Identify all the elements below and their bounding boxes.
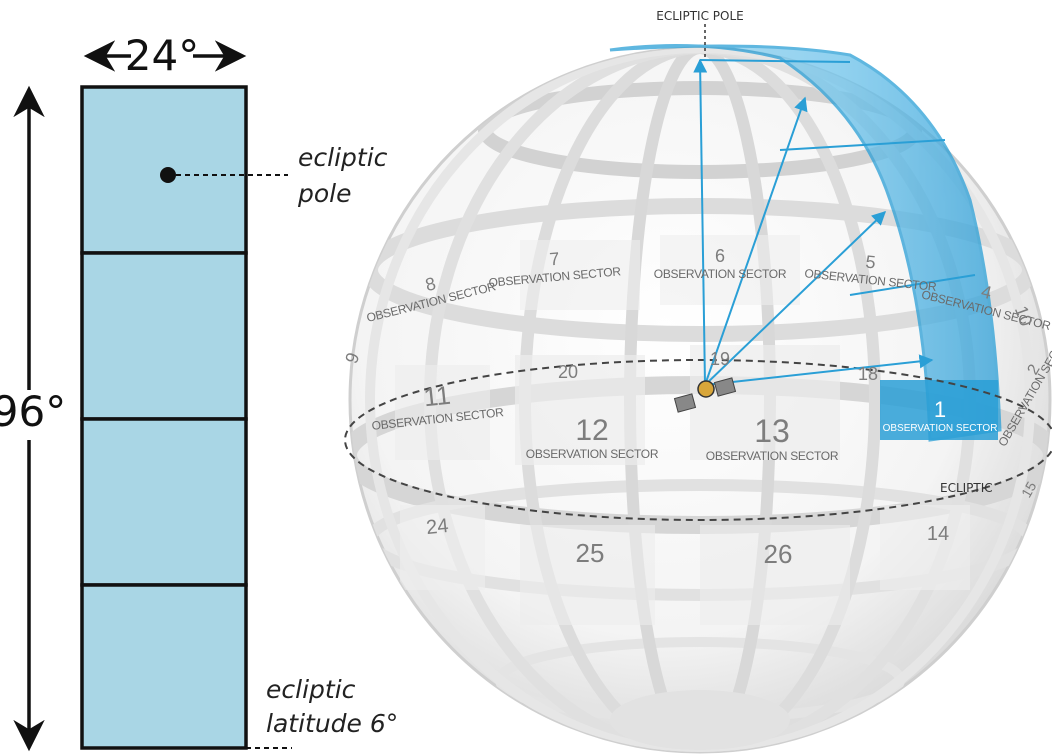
sector-number: 6 — [715, 246, 725, 266]
ecliptic-pole-dot — [160, 167, 176, 183]
sector-number: 1 — [934, 397, 946, 422]
sector-number-faint: 20 — [558, 362, 578, 382]
sector-number: 4 — [979, 281, 994, 303]
strip-divider — [699, 59, 851, 63]
sector-number: 14 — [927, 523, 949, 545]
latitude-note-line1: ecliptic — [266, 675, 356, 704]
sector-number: 12 — [575, 414, 608, 447]
sector-number-faint: 19 — [710, 349, 730, 369]
sector-number: 26 — [764, 539, 793, 569]
sector-number: 25 — [576, 538, 605, 568]
camera-field-3 — [80, 251, 248, 421]
pole-note-line2: pole — [297, 179, 352, 208]
width-label: 24° — [125, 31, 199, 80]
sector-number: 7 — [549, 249, 561, 270]
spacecraft-icon — [673, 377, 737, 413]
pole-note-line1: ecliptic — [298, 143, 388, 172]
celestial-sphere: ECLIPTIC ECLIPTIC POLE 7 OBSERVATION SECT… — [341, 9, 1052, 754]
sector-number-faint: 18 — [858, 364, 878, 384]
camera-field-2 — [80, 417, 248, 587]
camera-strip-panel: 24° 96° ecliptic pole ecliptic latitude … — [0, 31, 398, 752]
strip-divider — [849, 274, 976, 296]
sector-caption: OBSERVATION SECTOR — [654, 267, 787, 281]
strip-divider — [779, 139, 946, 151]
sector-number: 8 — [423, 273, 438, 295]
ecliptic-ring-label: ECLIPTIC — [940, 481, 993, 495]
height-label: 96° — [0, 387, 66, 436]
sector-number: 11 — [422, 380, 452, 413]
sector-number: 5 — [865, 252, 877, 273]
sector-caption: OBSERVATION SECTOR — [706, 449, 839, 463]
sector-number: 15 — [1018, 479, 1040, 501]
latitude-note-line2: latitude 6° — [266, 709, 398, 738]
view-rays — [693, 58, 934, 386]
ecliptic-pole-label: ECLIPTIC POLE — [656, 9, 743, 23]
sector-number: 24 — [425, 515, 449, 539]
camera-field-1 — [80, 583, 248, 750]
sector-caption: OBSERVATION SECTOR — [526, 447, 659, 461]
ecliptic-ring — [344, 359, 1052, 521]
sector-caption: OBSERVATION SECTOR — [883, 423, 998, 434]
sector-number: 13 — [754, 413, 790, 449]
